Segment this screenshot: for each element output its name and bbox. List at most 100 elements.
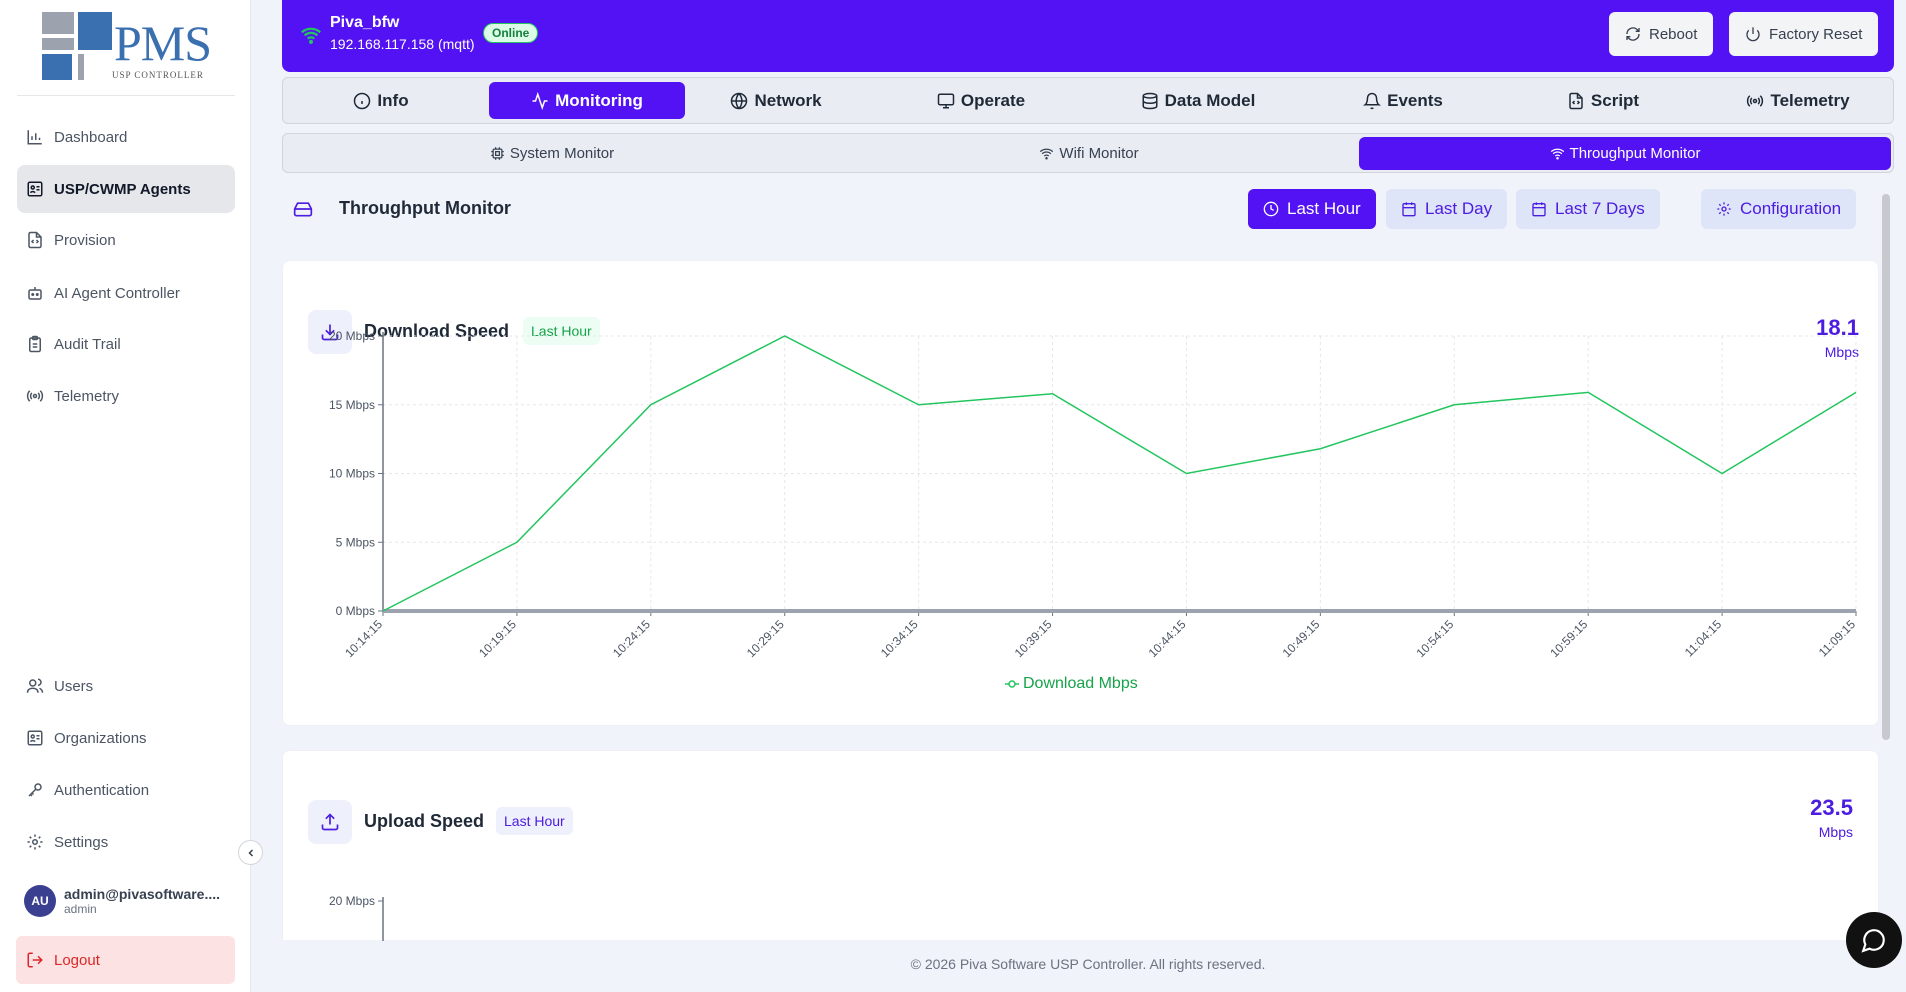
activity-icon — [532, 91, 548, 110]
sidebar-item-ai-agent[interactable]: AI Agent Controller — [17, 269, 235, 317]
wifi-icon — [1040, 148, 1054, 160]
status-badge: Online — [483, 23, 539, 43]
range-label: Last Day — [1425, 199, 1493, 218]
download-speed-card: Download Speed Last Hour 18.1 Mbps 0 Mbp… — [282, 260, 1879, 726]
y-tick-label: 15 Mbps — [329, 398, 375, 412]
download-range-badge: Last Hour — [523, 317, 600, 345]
sidebar: PMS USP CONTROLLER Dashboard USP/CWMP Ag… — [0, 0, 251, 992]
subtab-system-monitor[interactable]: System Monitor — [286, 137, 818, 170]
legend-line-icon — [1005, 680, 1019, 688]
clipboard-icon — [26, 335, 44, 353]
radio-icon — [1747, 94, 1764, 107]
user-role: admin — [64, 902, 97, 916]
database-icon — [1142, 92, 1158, 109]
range-last-7-days-button[interactable]: Last 7 Days — [1516, 189, 1660, 229]
configuration-label: Configuration — [1740, 199, 1842, 218]
scrollbar[interactable] — [1879, 184, 1891, 940]
tab-info[interactable]: Info — [311, 82, 451, 119]
x-tick-label: 10:24:15 — [610, 617, 653, 660]
chat-button[interactable] — [1846, 912, 1902, 968]
download-legend[interactable]: Download Mbps — [1005, 675, 1138, 693]
y-tick-label: 5 Mbps — [336, 535, 375, 549]
radio-icon — [26, 387, 44, 405]
user-email: admin@pivasoftware.... — [64, 886, 221, 902]
refresh-icon — [1626, 27, 1640, 41]
reboot-button[interactable]: Reboot — [1609, 12, 1714, 56]
logo-text: PMS — [114, 15, 212, 71]
upload-current-value: 23.5 — [1810, 795, 1853, 820]
scroll-thumb[interactable] — [1882, 194, 1890, 740]
wifi-icon — [301, 27, 321, 44]
tab-label: Network — [754, 90, 822, 110]
sidebar-item-organizations[interactable]: Organizations — [17, 714, 235, 762]
sidebar-item-settings[interactable]: Settings — [17, 818, 235, 866]
tab-monitoring[interactable]: Monitoring — [489, 82, 685, 119]
avatar: AU — [24, 885, 56, 917]
cpu-icon — [491, 147, 504, 160]
reboot-label: Reboot — [1649, 25, 1698, 43]
collapse-sidebar-button[interactable] — [238, 840, 263, 865]
tab-telemetry[interactable]: Telemetry — [1723, 82, 1873, 119]
range-last-hour-button[interactable]: Last Hour — [1248, 189, 1376, 229]
factory-reset-button[interactable]: Factory Reset — [1729, 12, 1879, 56]
agent-name: Piva_bfw — [330, 14, 400, 31]
sidebar-item-label: Authentication — [54, 781, 150, 799]
sidebar-item-agents[interactable]: USP/CWMP Agents — [17, 165, 235, 213]
download-icon — [321, 324, 339, 341]
power-icon — [1746, 27, 1760, 42]
bot-icon — [26, 284, 44, 302]
monitor-icon — [937, 93, 955, 108]
sidebar-item-users[interactable]: Users — [17, 662, 235, 710]
subtab-wifi-monitor[interactable]: Wifi Monitor — [823, 137, 1355, 170]
sidebar-item-provision[interactable]: Provision — [17, 216, 235, 264]
sidebar-item-label: Dashboard — [54, 128, 128, 146]
sidebar-item-telemetry[interactable]: Telemetry — [17, 372, 235, 420]
sidebar-item-authentication[interactable]: Authentication — [17, 766, 235, 814]
download-title: Download Speed — [364, 321, 510, 341]
section-header: Throughput Monitor Last Hour Last Day La… — [282, 184, 1883, 234]
calendar-icon — [1402, 202, 1416, 217]
tab-label: Events — [1387, 90, 1443, 110]
tab-label: Telemetry — [1770, 90, 1850, 110]
x-tick-label: 10:19:15 — [476, 617, 519, 660]
tab-network[interactable]: Network — [701, 82, 851, 119]
tab-label: Operate — [960, 90, 1026, 110]
x-tick-label: 10:59:15 — [1547, 617, 1590, 660]
user-profile[interactable]: AU admin@pivasoftware.... admin — [17, 880, 235, 922]
sidebar-item-audit-trail[interactable]: Audit Trail — [17, 320, 235, 368]
monitor-subtabs: System Monitor Wifi Monitor Throughput M… — [282, 133, 1894, 173]
x-tick-label: 10:34:15 — [878, 617, 921, 660]
tab-data-model[interactable]: Data Model — [1113, 82, 1283, 119]
x-tick-label: 10:14:15 — [342, 617, 385, 660]
gear-icon — [1717, 202, 1731, 216]
x-tick-label: 10:49:15 — [1280, 617, 1323, 660]
sidebar-item-label: USP/CWMP Agents — [54, 180, 191, 198]
logout-icon — [27, 952, 43, 968]
sidebar-item-label: Telemetry — [54, 387, 120, 405]
sidebar-item-dashboard[interactable]: Dashboard — [17, 113, 235, 161]
tab-operate[interactable]: Operate — [901, 82, 1061, 119]
tab-events[interactable]: Events — [1333, 82, 1473, 119]
subtab-label: Throughput Monitor — [1569, 145, 1701, 162]
logout-button[interactable]: Logout — [16, 936, 235, 984]
legend-label: Download Mbps — [1023, 675, 1138, 692]
subtab-throughput-monitor[interactable]: Throughput Monitor — [1359, 137, 1891, 170]
divider — [17, 95, 235, 96]
x-tick-label: 10:54:15 — [1413, 617, 1456, 660]
script-icon — [1569, 92, 1583, 109]
agent-icon — [26, 180, 44, 198]
upload-chart: 20 Mbps — [329, 894, 384, 941]
tab-script[interactable]: Script — [1533, 82, 1673, 119]
subtab-label: Wifi Monitor — [1059, 145, 1139, 162]
sidebar-item-label: Settings — [54, 833, 109, 851]
sidebar-item-label: Audit Trail — [54, 335, 121, 353]
upload-speed-card: Upload Speed Last Hour 23.5 Mbps 20 Mbps — [282, 750, 1879, 941]
range-last-day-button[interactable]: Last Day — [1386, 189, 1508, 229]
x-tick-label: 11:09:15 — [1816, 617, 1859, 660]
subtab-label: System Monitor — [509, 145, 615, 162]
download-icon-box — [308, 310, 352, 354]
y-tick-label: 20 Mbps — [329, 894, 375, 908]
x-tick-label: 10:29:15 — [744, 617, 787, 660]
clock-icon — [1263, 201, 1279, 217]
configuration-button[interactable]: Configuration — [1701, 189, 1857, 229]
